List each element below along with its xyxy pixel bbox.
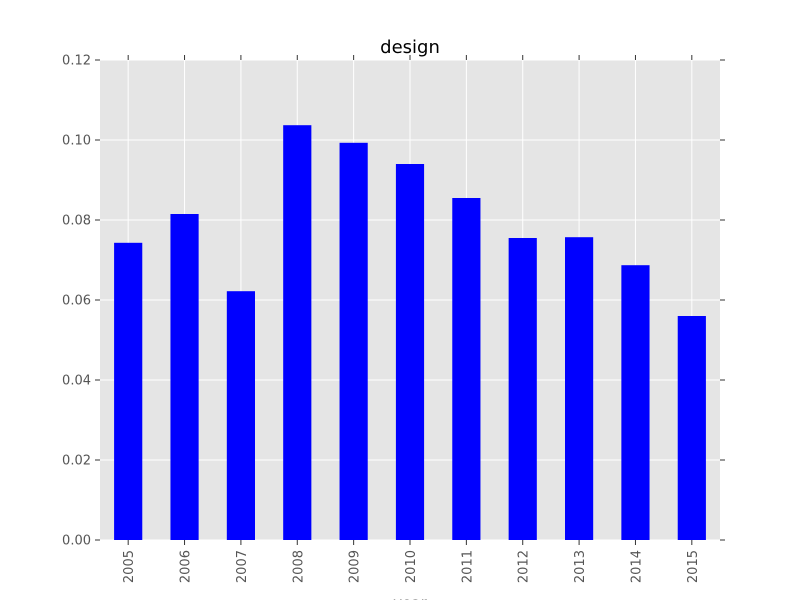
bar-2005 bbox=[114, 242, 143, 541]
x-tick-label: 2008 bbox=[291, 550, 306, 583]
bar-2007 bbox=[226, 291, 255, 540]
bar-2009 bbox=[339, 142, 368, 541]
x-tick-label: 2011 bbox=[460, 550, 475, 583]
y-tick-label: 0.04 bbox=[62, 374, 91, 389]
bar-2008 bbox=[283, 125, 312, 540]
y-tick-label: 0.06 bbox=[62, 294, 91, 309]
y-tick-label: 0.10 bbox=[62, 134, 91, 149]
x-tick-label: 2007 bbox=[235, 550, 250, 583]
bars bbox=[114, 125, 706, 541]
x-tick-label: 2014 bbox=[629, 550, 644, 583]
x-tick-label: 2005 bbox=[122, 550, 137, 583]
bar-2014 bbox=[621, 265, 650, 540]
chart-title: design bbox=[380, 37, 440, 58]
y-tick-label: 0.12 bbox=[62, 54, 91, 69]
x-tick-label: 2010 bbox=[404, 550, 419, 583]
x-tick-label: 2009 bbox=[348, 550, 363, 583]
y-tick-label: 0.00 bbox=[62, 534, 91, 549]
x-tick-label: 2013 bbox=[573, 550, 588, 583]
bar-2011 bbox=[452, 198, 481, 540]
y-tick-label: 0.08 bbox=[62, 214, 91, 229]
bar-2010 bbox=[395, 164, 425, 540]
bar-2015 bbox=[677, 316, 706, 540]
x-tick-label: 2012 bbox=[517, 550, 532, 583]
x-tick-label: 2006 bbox=[179, 550, 194, 583]
x-tick-label: 2015 bbox=[686, 550, 701, 583]
y-tick-label: 0.02 bbox=[62, 454, 91, 469]
y-axis: 0.00 0.02 0.04 0.06 0.08 0.10 0.12 bbox=[62, 54, 725, 549]
x-axis: 2005 2006 2007 2008 2009 2010 2011 2012 2013 2014… bbox=[122, 55, 701, 583]
bar-2006 bbox=[170, 214, 199, 540]
bar-2013 bbox=[565, 237, 594, 540]
bar-2012 bbox=[508, 238, 537, 540]
x-axis-label: year bbox=[393, 594, 427, 600]
